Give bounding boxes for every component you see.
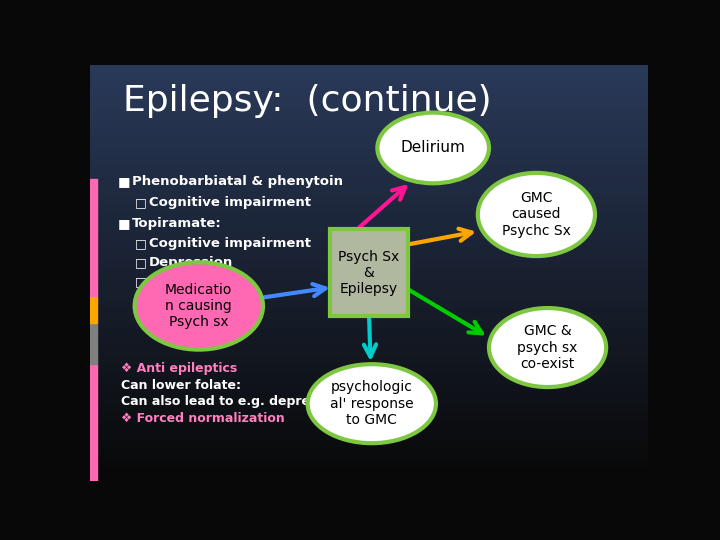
Bar [90, 397, 648, 404]
Bar [90, 148, 648, 155]
Text: ❖ Forced normalization: ❖ Forced normalization [121, 412, 284, 425]
Bar [90, 92, 648, 99]
Text: Depression: Depression [148, 256, 233, 269]
Text: Psych Sx
&
Epilepsy: Psych Sx & Epilepsy [338, 249, 400, 296]
Bar [90, 224, 648, 231]
Text: Delirium: Delirium [401, 140, 466, 156]
Bar [90, 179, 96, 295]
Bar [90, 273, 648, 280]
Bar [90, 141, 648, 148]
Text: GMC
caused
Psychc Sx: GMC caused Psychc Sx [502, 191, 571, 238]
Text: Cognitive impairment: Cognitive impairment [148, 196, 310, 209]
Bar [90, 127, 648, 134]
Bar [90, 383, 648, 390]
Bar [90, 197, 648, 204]
Bar [90, 390, 648, 397]
Bar [90, 72, 648, 79]
Ellipse shape [377, 113, 489, 183]
Bar [90, 169, 648, 176]
FancyBboxPatch shape [330, 229, 408, 316]
Bar [90, 370, 648, 377]
Bar [90, 287, 648, 294]
Bar [90, 183, 648, 190]
Bar [90, 432, 648, 439]
Bar [90, 245, 648, 252]
Bar [90, 266, 648, 273]
Bar [90, 79, 648, 85]
Bar [90, 280, 648, 287]
Text: Can lower folate:: Can lower folate: [121, 379, 240, 392]
Bar [90, 474, 648, 481]
Text: ■: ■ [118, 217, 130, 230]
Text: psychologic
al' response
to GMC: psychologic al' response to GMC [330, 381, 413, 427]
Bar [90, 377, 648, 383]
Bar [90, 321, 648, 328]
Bar [90, 322, 96, 364]
Text: Cognitive impairment: Cognitive impairment [148, 238, 310, 251]
Bar [90, 120, 648, 127]
Bar [90, 294, 648, 300]
Bar [90, 259, 648, 266]
Bar [90, 231, 648, 238]
Ellipse shape [478, 173, 595, 256]
Bar [90, 439, 648, 446]
Ellipse shape [489, 308, 606, 387]
Bar [90, 411, 648, 418]
Ellipse shape [135, 262, 263, 349]
Text: Epilepsy:  (continue): Epilepsy: (continue) [124, 84, 492, 118]
Text: ■: ■ [118, 175, 130, 188]
Bar [90, 155, 648, 162]
Bar [90, 342, 648, 349]
Text: □: □ [135, 275, 146, 288]
Bar [90, 418, 648, 425]
Bar [90, 252, 648, 259]
Text: Can also lead to e.g. depression: Can also lead to e.g. depression [121, 395, 346, 408]
Text: □: □ [135, 196, 146, 209]
Bar [90, 460, 648, 467]
Ellipse shape [307, 364, 436, 443]
Bar [90, 217, 648, 224]
Bar [90, 425, 648, 432]
Bar [90, 300, 648, 307]
Bar [90, 238, 648, 245]
Bar [90, 176, 648, 183]
Bar [90, 363, 648, 370]
Bar [90, 134, 648, 141]
Text: Medicatio
n causing
Psych sx: Medicatio n causing Psych sx [165, 283, 233, 329]
Text: Topiramate:: Topiramate: [132, 217, 222, 230]
Bar [90, 356, 648, 363]
Text: □: □ [135, 256, 146, 269]
Text: Phenobarbiatal & phenytoin: Phenobarbiatal & phenytoin [132, 175, 343, 188]
Bar [90, 404, 648, 411]
Bar [90, 307, 648, 314]
Bar [90, 335, 648, 342]
Text: □: □ [135, 238, 146, 251]
Bar [90, 467, 648, 474]
Bar [90, 106, 648, 113]
Bar [90, 211, 648, 217]
Bar [90, 99, 648, 106]
Bar [90, 314, 648, 321]
Bar [90, 204, 648, 210]
Text: GMC &
psych sx
co-exist: GMC & psych sx co-exist [518, 325, 577, 371]
Text: Psychosis: Psychosis [148, 275, 222, 288]
Text: ❖ Anti epileptics: ❖ Anti epileptics [121, 362, 237, 375]
Bar [90, 349, 648, 356]
Bar [90, 85, 648, 92]
Bar [90, 364, 96, 481]
Bar [90, 65, 648, 72]
Bar [90, 328, 648, 335]
Bar [90, 113, 648, 120]
Bar [90, 453, 648, 460]
Bar [90, 446, 648, 453]
Bar [90, 295, 96, 322]
Bar [90, 162, 648, 168]
Bar [90, 190, 648, 197]
